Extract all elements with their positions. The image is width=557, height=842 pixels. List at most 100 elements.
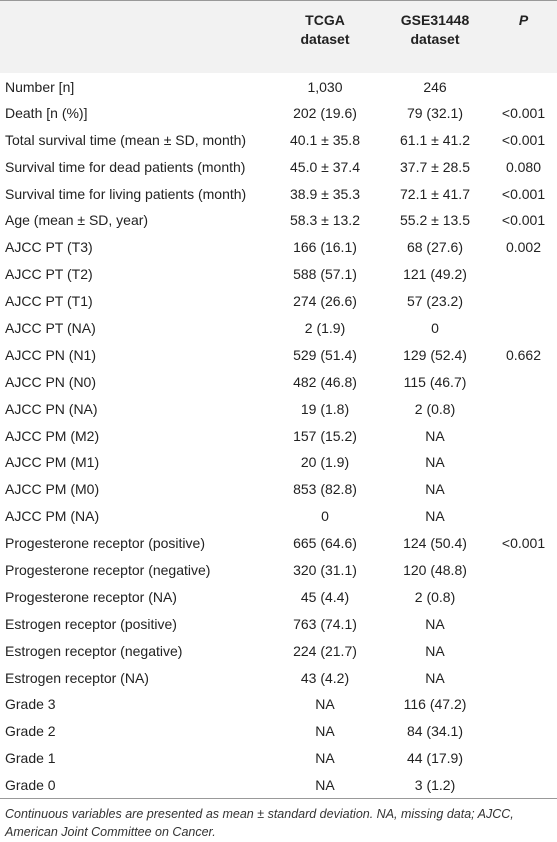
table-cell: 1,030 xyxy=(307,79,343,96)
row-label: Survival time for living patients (month… xyxy=(5,185,247,202)
table-cell: 116 (47.2) xyxy=(403,696,467,713)
table-cell: 224 (21.7) xyxy=(293,642,357,659)
table-cell xyxy=(490,691,557,718)
table-cell xyxy=(490,368,557,395)
table-cell xyxy=(490,583,557,610)
row-label: Progesterone receptor (positive) xyxy=(5,535,205,552)
table-row: Death [n (%)] 202 (19.6) 79 (32.1) <0.001 xyxy=(0,99,557,126)
table-cell xyxy=(490,288,557,315)
table-cell: 45.0 ± 37.4 xyxy=(290,158,360,175)
table-cell: 57 (23.2) xyxy=(406,293,464,310)
table-row: AJCC PN (NA) 19 (1.8) 2 (0.8) xyxy=(0,395,557,422)
table-row: AJCC PN (N1) 529 (51.4) 129 (52.4) 0.662 xyxy=(0,341,557,368)
row-label: AJCC PT (T1) xyxy=(5,293,93,310)
table-cell: 853 (82.8) xyxy=(293,481,357,498)
data-table: TCGA dataset GSE31448 dataset P Number [… xyxy=(0,0,557,800)
table-cell xyxy=(490,664,557,691)
table-row: AJCC PT (T3) 166 (16.1) 68 (27.6) 0.002 xyxy=(0,234,557,261)
table-cell: 246 xyxy=(423,79,447,96)
table-cell: <0.001 xyxy=(501,212,546,229)
table-cell: 0.002 xyxy=(505,239,542,256)
table-cell: NA xyxy=(425,642,445,659)
table-cell: 58.3 ± 13.2 xyxy=(290,212,360,229)
table-row: Survival time for dead patients (month) 4… xyxy=(0,153,557,180)
table-cell: 38.9 ± 35.3 xyxy=(290,185,360,202)
table-cell: 0.080 xyxy=(505,158,542,175)
row-label: Progesterone receptor (NA) xyxy=(5,588,177,605)
table-row: Survival time for living patients (month… xyxy=(0,180,557,207)
table-cell: NA xyxy=(315,723,335,740)
table-row: AJCC PM (M1) 20 (1.9) NA xyxy=(0,449,557,476)
table-cell: 115 (46.7) xyxy=(403,373,467,390)
table-cell xyxy=(490,772,557,799)
table-row: Age (mean ± SD, year) 58.3 ± 13.2 55.2 ± 1… xyxy=(0,207,557,234)
row-label: AJCC PN (N1) xyxy=(5,346,97,363)
table-cell: 665 (64.6) xyxy=(293,535,357,552)
table-row: Grade 3 NA 116 (47.2) xyxy=(0,691,557,718)
table-row: Grade 1 NA 44 (17.9) xyxy=(0,745,557,772)
table-cell: 320 (31.1) xyxy=(293,561,357,578)
table-cell: NA xyxy=(425,427,445,444)
table-cell: NA xyxy=(425,454,445,471)
table-cell: 55.2 ± 13.5 xyxy=(400,212,470,229)
table-row: Progesterone receptor (NA) 45 (4.4) 2 (0.8… xyxy=(0,583,557,610)
table-row: Estrogen receptor (positive) 763 (74.1) NA xyxy=(0,610,557,637)
table-cell: 0 xyxy=(431,319,439,336)
row-label: AJCC PN (N0) xyxy=(5,373,97,390)
header-cell: GSE31448 dataset xyxy=(400,12,470,47)
table-cell xyxy=(490,557,557,584)
row-label: Survival time for dead patients (month) xyxy=(5,158,246,175)
table-cell: 202 (19.6) xyxy=(293,104,357,121)
table-cell: 588 (57.1) xyxy=(293,266,357,283)
table-cell: 3 (1.2) xyxy=(414,776,456,793)
row-label: AJCC PM (M1) xyxy=(5,454,100,471)
header-cell xyxy=(0,1,270,73)
row-label: Estrogen receptor (positive) xyxy=(5,615,177,632)
table-row: AJCC PT (NA) 2 (1.9) 0 xyxy=(0,315,557,342)
row-label: AJCC PT (NA) xyxy=(5,319,96,336)
table-row: Total survival time (mean ± SD, month) 40… xyxy=(0,126,557,153)
table-cell: <0.001 xyxy=(501,131,546,148)
row-label: Age (mean ± SD, year) xyxy=(5,212,149,229)
row-label: Death [n (%)] xyxy=(5,104,88,121)
table-cell: NA xyxy=(315,776,335,793)
table-cell: 2 (0.8) xyxy=(414,400,456,417)
table-cell: 124 (50.4) xyxy=(403,535,467,552)
row-label: Progesterone receptor (negative) xyxy=(5,561,211,578)
table-cell: 0 xyxy=(321,508,329,525)
table-cell: 166 (16.1) xyxy=(293,239,357,256)
table-cell: 529 (51.4) xyxy=(293,346,357,363)
table-cell xyxy=(490,261,557,288)
row-label: Estrogen receptor (NA) xyxy=(5,669,149,686)
table-cell xyxy=(490,637,557,664)
table-cell xyxy=(490,395,557,422)
table-cell: NA xyxy=(425,615,445,632)
table-row: Progesterone receptor (negative) 320 (31.… xyxy=(0,557,557,584)
row-label: AJCC PT (T2) xyxy=(5,266,93,283)
table-cell xyxy=(490,422,557,449)
table-cell: NA xyxy=(315,750,335,767)
table-cell: 482 (46.8) xyxy=(293,373,357,390)
table-cell: 763 (74.1) xyxy=(293,615,357,632)
table-cell xyxy=(490,476,557,503)
table-row: Estrogen receptor (negative) 224 (21.7) NA xyxy=(0,637,557,664)
table-cell: 84 (34.1) xyxy=(406,723,464,740)
table-cell: 120 (48.8) xyxy=(403,561,467,578)
header-cell: P xyxy=(518,12,529,28)
table-row: Grade 2 NA 84 (34.1) xyxy=(0,718,557,745)
row-label: Number [n] xyxy=(5,79,75,96)
row-label: Grade 1 xyxy=(5,750,56,767)
table-cell: <0.001 xyxy=(501,185,546,202)
table-cell: 37.7 ± 28.5 xyxy=(400,158,470,175)
table-cell: 43 (4.2) xyxy=(300,669,350,686)
table-cell: NA xyxy=(425,508,445,525)
table-cell: 157 (15.2) xyxy=(293,427,357,444)
table-row: AJCC PM (M0) 853 (82.8) NA xyxy=(0,476,557,503)
table-cell: NA xyxy=(425,669,445,686)
table-body: Number [n] 1,030 246 Death [n (%)] 202 (19.6… xyxy=(0,73,557,799)
table-cell: 0.662 xyxy=(505,346,542,363)
row-label: Grade 3 xyxy=(5,696,56,713)
table-row: Progesterone receptor (positive) 665 (64.… xyxy=(0,530,557,557)
table-row: Number [n] 1,030 246 xyxy=(0,73,557,100)
footnote: Continuous variables are presented as me… xyxy=(5,807,514,840)
